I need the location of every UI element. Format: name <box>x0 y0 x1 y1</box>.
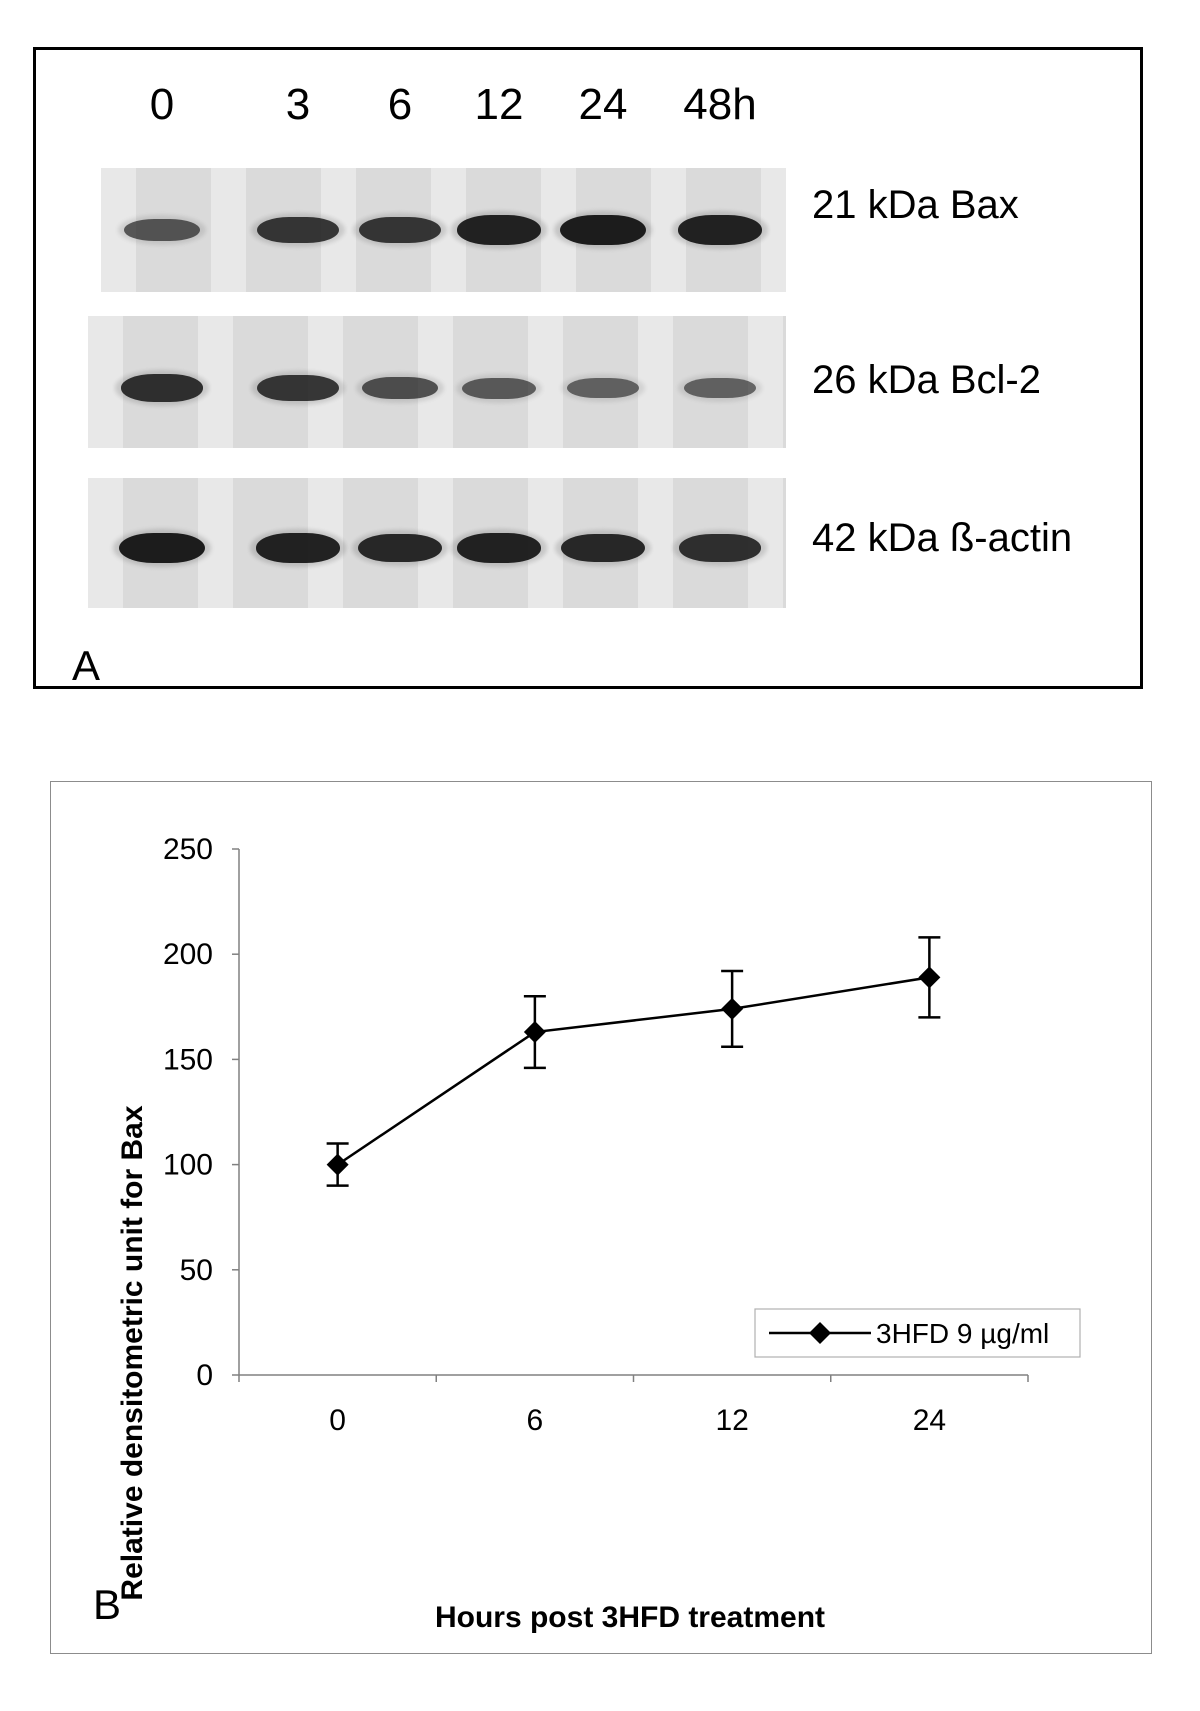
band-1-0 <box>120 374 204 402</box>
lane-label-0: 0 <box>149 80 175 129</box>
band-0-1 <box>257 216 339 244</box>
blot-bax <box>101 168 786 292</box>
x-tick-label: 0 <box>329 1404 346 1437</box>
data-point-marker <box>523 1021 546 1044</box>
protein-label-bcl2: 26 kDa Bcl-2 <box>812 358 1041 402</box>
y-axis-title: Relative densitometric unit for Bax <box>116 1105 149 1600</box>
band-2-2 <box>358 533 442 563</box>
series-line <box>336 976 930 1166</box>
lane-label-48h: 48h <box>683 80 757 129</box>
x-axis-title: Hours post 3HFD treatment <box>435 1601 825 1634</box>
band-2-0 <box>119 533 205 563</box>
band-1-3 <box>462 377 536 399</box>
y-tick-label: 50 <box>180 1254 213 1287</box>
band-2-4 <box>561 533 645 563</box>
legend-label: 3HFD 9 µg/ml <box>876 1318 1049 1349</box>
band-0-3 <box>456 215 542 245</box>
band-1-1 <box>257 374 339 402</box>
y-tick-label: 150 <box>163 1043 213 1076</box>
protein-label-bax: 21 kDa Bax <box>812 183 1019 227</box>
protein-label-beta-actin: 42 kDa ß-actin <box>812 516 1073 560</box>
x-tick-label: 6 <box>527 1404 544 1437</box>
y-tick-label: 0 <box>196 1359 213 1392</box>
panel-letter-b: B <box>93 1581 121 1628</box>
band-1-4 <box>566 377 640 399</box>
band-1-5 <box>683 377 757 399</box>
band-0-0 <box>124 219 200 241</box>
lane-label-3: 3 <box>285 80 311 129</box>
panel-letter-a: A <box>72 642 101 689</box>
lane-label-12: 12 <box>474 80 524 129</box>
panel-b-chart: Relative densitometric unit for Bax Hour… <box>50 781 1152 1654</box>
bax-line-chart: Relative densitometric unit for Bax Hour… <box>93 833 1081 1634</box>
lane-label-6: 6 <box>387 80 413 129</box>
panel-a-western-blot: 0 3 6 12 24 48h 21 kDa Bax 26 kDa Bcl-2 … <box>33 47 1143 689</box>
y-tick-label: 250 <box>163 833 213 866</box>
data-point-marker <box>721 997 744 1020</box>
band-0-5 <box>677 215 763 245</box>
data-point-marker <box>918 966 941 989</box>
band-2-5 <box>678 534 762 562</box>
data-point-marker <box>326 1153 349 1176</box>
band-0-2 <box>359 216 441 244</box>
band-0-4 <box>560 215 646 245</box>
blot-bcl2 <box>88 316 786 448</box>
band-2-1 <box>255 533 341 563</box>
y-tick-label: 200 <box>163 938 213 971</box>
x-tick-label: 24 <box>913 1404 946 1437</box>
band-2-3 <box>456 533 542 563</box>
legend-marker <box>809 1322 831 1344</box>
band-1-2 <box>361 376 439 400</box>
x-tick-label: 12 <box>715 1404 748 1437</box>
y-tick-label: 100 <box>163 1149 213 1182</box>
blot-beta-actin <box>88 478 786 608</box>
lane-label-24: 24 <box>578 80 628 129</box>
